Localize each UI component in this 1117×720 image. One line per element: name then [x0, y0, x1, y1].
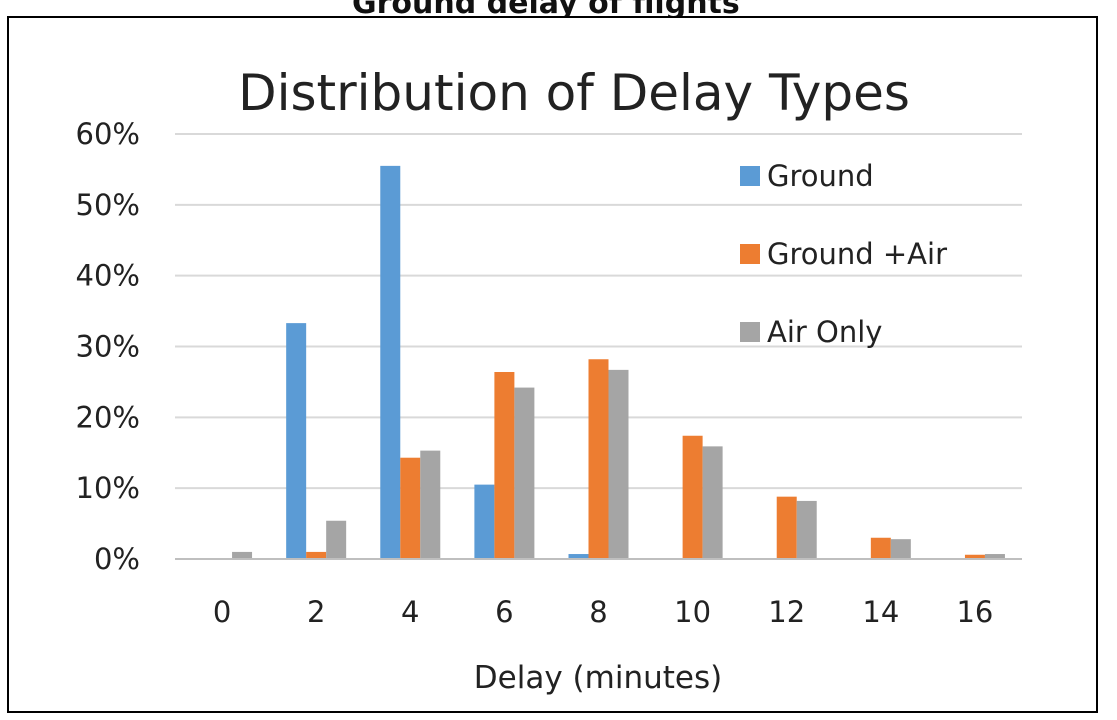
bar [306, 551, 327, 559]
y-tick-label: 10% [76, 471, 140, 505]
bar [682, 435, 703, 559]
bar [380, 165, 401, 559]
legend-label: Ground [767, 159, 874, 193]
x-tick-label: 16 [956, 595, 993, 629]
legend-swatch [740, 322, 760, 342]
legend-label: Air Only [767, 315, 882, 349]
y-tick-label: 0% [94, 542, 140, 576]
bar [514, 387, 535, 559]
y-tick-label: 20% [76, 400, 140, 434]
y-tick-label: 60% [76, 117, 140, 151]
bar [608, 369, 629, 559]
y-tick-label: 50% [76, 188, 140, 222]
x-tick-label: 2 [307, 595, 325, 629]
x-tick-label: 0 [213, 595, 231, 629]
bar [702, 446, 723, 559]
y-tick-label: 40% [76, 259, 140, 293]
y-axis-ticks: 0% 10% 20% 30% 40% 50% 60% [76, 117, 140, 576]
bar [964, 554, 985, 559]
chart-frame [7, 16, 1098, 713]
legend-swatch [740, 244, 760, 264]
bar [326, 520, 347, 559]
cropped-header: Ground delay of flights [0, 0, 1117, 16]
bar [984, 554, 1005, 559]
x-axis-label: Delay (minutes) [474, 660, 722, 696]
chart-title: Distribution of Delay Types [238, 64, 910, 122]
bars [232, 165, 1005, 559]
legend-swatch [740, 166, 760, 186]
x-tick-label: 6 [495, 595, 513, 629]
bar [474, 484, 495, 559]
x-tick-label: 12 [768, 595, 805, 629]
x-tick-label: 8 [589, 595, 607, 629]
x-tick-label: 10 [674, 595, 711, 629]
bar [494, 372, 515, 559]
bar [420, 450, 441, 559]
legend-label: Ground +Air [767, 237, 947, 271]
x-tick-label: 4 [401, 595, 419, 629]
bar [796, 500, 817, 559]
x-axis-ticks: 0 2 4 6 8 10 12 14 16 [213, 595, 994, 629]
y-tick-label: 30% [76, 330, 140, 364]
x-tick-label: 14 [862, 595, 899, 629]
bar [890, 539, 911, 559]
bar [588, 359, 609, 559]
bar [400, 457, 421, 559]
cropped-header-text: Ground delay of flights [352, 0, 740, 16]
bar [568, 554, 589, 559]
bar [776, 496, 797, 559]
bar [286, 323, 307, 559]
bar [232, 551, 253, 559]
bar [870, 537, 891, 559]
legend: Ground Ground +Air Air Only [740, 159, 947, 349]
